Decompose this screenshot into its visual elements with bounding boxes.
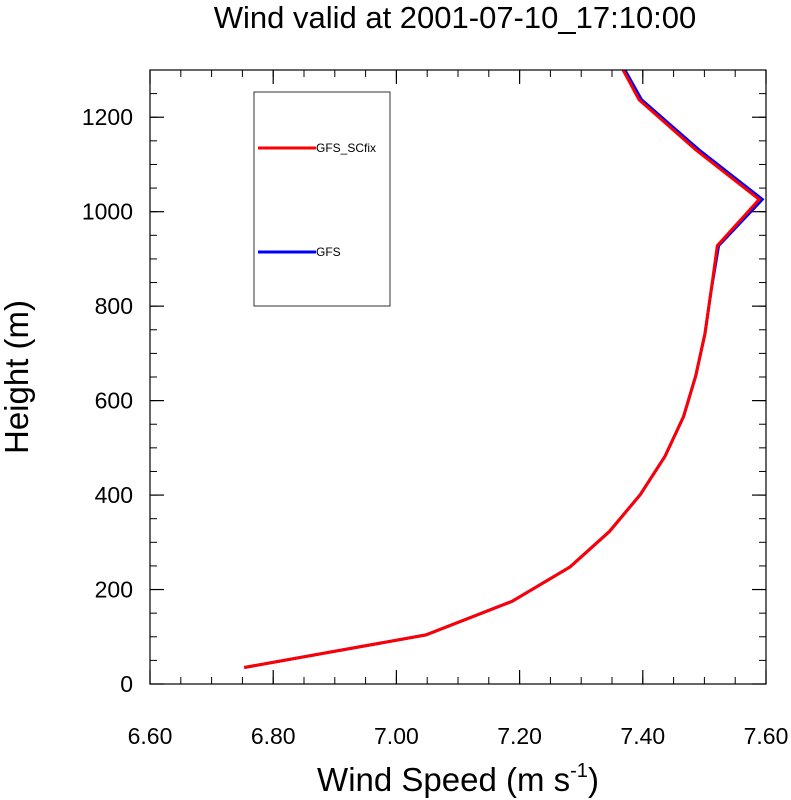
x-tick-label: 6.60 — [128, 723, 173, 749]
legend-label: GFS_SCfix — [316, 141, 376, 155]
chart-title: Wind valid at 2001-07-10_17:10:00 — [214, 0, 697, 35]
x-axis-label-text: Wind Speed (m s — [317, 761, 570, 798]
x-tick-label: 6.80 — [251, 723, 296, 749]
series-line-gfs-scfix — [243, 70, 762, 669]
y-tick-label: 0 — [120, 671, 133, 697]
series-line-gfs — [243, 70, 765, 669]
x-tick-label: 7.60 — [744, 723, 789, 749]
legend: GFS_SCfix GFS — [253, 91, 391, 307]
x-axis-label-superscript: -1 — [570, 760, 588, 782]
x-tick-label: 7.40 — [620, 723, 665, 749]
y-tick-label: 200 — [95, 577, 133, 603]
svg-text:Wind Speed (m s-1): Wind Speed (m s-1) — [317, 760, 599, 798]
y-tick-label: 600 — [95, 388, 133, 414]
y-tick-label: 400 — [95, 482, 133, 508]
legend-label: GFS — [316, 245, 341, 259]
y-axis-label: Height (m) — [0, 300, 35, 454]
legend-box — [253, 91, 391, 307]
y-tick-label: 1200 — [82, 104, 133, 130]
y-tick-label: 800 — [95, 293, 133, 319]
plot-frame — [149, 69, 767, 685]
y-tick-label: 1000 — [82, 199, 133, 225]
x-tick-label: 7.20 — [497, 723, 542, 749]
plot-area: 6.60 6.80 7.00 7.20 7.40 7.60 0 200 400 600 800 100… — [82, 69, 789, 749]
x-axis-label-close: ) — [588, 761, 599, 798]
x-tick-label: 7.00 — [374, 723, 419, 749]
x-axis-label: Wind Speed (m s-1) — [317, 760, 599, 798]
